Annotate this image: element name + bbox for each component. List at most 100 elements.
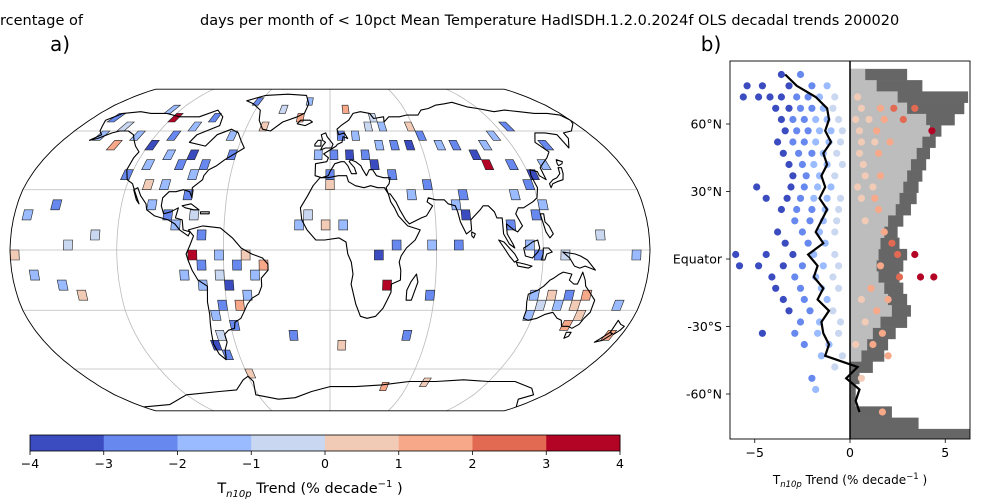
scatter-point <box>852 115 860 124</box>
hist-bar-light <box>850 282 885 295</box>
scatter-point <box>884 352 892 360</box>
grid-cell <box>325 179 335 190</box>
grid-cell <box>214 329 227 341</box>
grid-cell <box>363 121 373 132</box>
scatter-point <box>774 138 782 146</box>
panel-b-label: b) <box>701 32 722 56</box>
grid-cell <box>56 279 69 291</box>
hist-bar-light <box>850 136 923 148</box>
scatter-point <box>880 115 888 124</box>
scatter-point <box>878 329 887 337</box>
colorbar-tick-label: −4 <box>21 456 39 471</box>
grid-cell <box>214 269 225 281</box>
grid-cell <box>251 97 265 106</box>
grid-cell <box>197 279 209 291</box>
scatter-point <box>836 318 845 326</box>
scatter-point <box>772 284 780 292</box>
grid-cell <box>240 249 251 261</box>
grid-cell <box>217 299 228 311</box>
scatter-point <box>876 172 885 180</box>
colorbar-tick-label: 4 <box>616 456 624 471</box>
scatter-point <box>743 82 751 90</box>
scatter-point <box>777 70 786 79</box>
hist-bar-light <box>850 80 877 92</box>
scatter-point <box>861 172 869 180</box>
scatter-point <box>823 295 831 304</box>
colorbar-label: Tn10p Trend (% decade−1 ) <box>216 479 402 500</box>
scatter-point <box>823 82 831 90</box>
hist-bar-light <box>850 271 879 283</box>
grid-cell <box>401 329 413 341</box>
grid-cell <box>403 121 416 132</box>
colorbar-tick-label: 3 <box>542 456 550 471</box>
grid-cell <box>146 199 158 211</box>
hist-bar-dark <box>850 338 889 351</box>
grid-cell <box>167 113 184 123</box>
scatter-point <box>796 104 805 112</box>
colorbar-tick-label: −2 <box>168 456 186 471</box>
grid-cell <box>158 179 172 190</box>
scatter-point <box>876 104 885 112</box>
coastline <box>299 175 421 319</box>
scatter-point <box>831 250 839 259</box>
scatter-point <box>796 70 805 79</box>
scatter-point <box>838 127 847 135</box>
scatter-point <box>838 160 847 169</box>
scatter-point <box>800 340 808 349</box>
scatter-point <box>800 138 808 146</box>
grid-cell <box>504 159 519 170</box>
zonal-scatter-points <box>732 70 938 416</box>
x-tick-label: 0 <box>846 445 854 460</box>
hist-bar-dark <box>850 372 860 385</box>
grid-cell <box>242 289 253 301</box>
grid-cell <box>522 179 536 190</box>
grid-cell <box>50 199 63 211</box>
scatter-point <box>785 307 793 315</box>
grid-cell <box>207 113 222 123</box>
coastline <box>562 251 596 271</box>
grid-cell <box>234 299 246 311</box>
scatter-point <box>808 149 816 157</box>
scatter-point <box>857 104 866 112</box>
coastline <box>471 231 476 239</box>
grid-cell <box>28 269 40 281</box>
hist-bar-dark <box>850 350 885 362</box>
grid-cell <box>568 299 582 311</box>
grid-cell <box>294 219 304 231</box>
scatter-point <box>835 262 843 270</box>
scatter-point <box>829 104 837 112</box>
scatter-point <box>795 149 803 157</box>
grid-cell <box>350 130 361 141</box>
scatter-point <box>766 93 774 101</box>
coastline <box>320 132 334 151</box>
hist-bar-light <box>850 260 877 272</box>
scatter-point <box>852 340 860 349</box>
scatter-point <box>796 318 805 326</box>
scatter-point <box>774 228 782 236</box>
x-tick-label: −5 <box>746 445 764 460</box>
panel-a-label: a) <box>50 32 70 56</box>
scatter-point <box>772 104 780 112</box>
grid-cell <box>374 249 384 261</box>
scatter-point <box>854 93 862 101</box>
scatter-point <box>869 340 877 349</box>
coastline <box>522 271 596 329</box>
grid-cell <box>210 309 222 321</box>
scatter-point <box>873 307 881 315</box>
scatter-point <box>793 93 801 101</box>
scatter-point <box>890 104 898 112</box>
grid-cell <box>448 140 462 151</box>
scatter-point <box>871 194 879 202</box>
colorbar-bin <box>30 435 105 451</box>
grid-cell <box>198 159 211 170</box>
scatter-point <box>810 160 818 169</box>
grid-cell <box>382 279 392 291</box>
hist-bar-dark <box>850 80 923 92</box>
grid-cell <box>244 368 257 379</box>
grid-cell <box>558 319 574 331</box>
scatter-point <box>878 408 887 416</box>
scatter-point <box>789 138 797 146</box>
scatter-point <box>808 82 816 90</box>
scatter-point <box>804 127 812 135</box>
scatter-point <box>789 172 797 180</box>
